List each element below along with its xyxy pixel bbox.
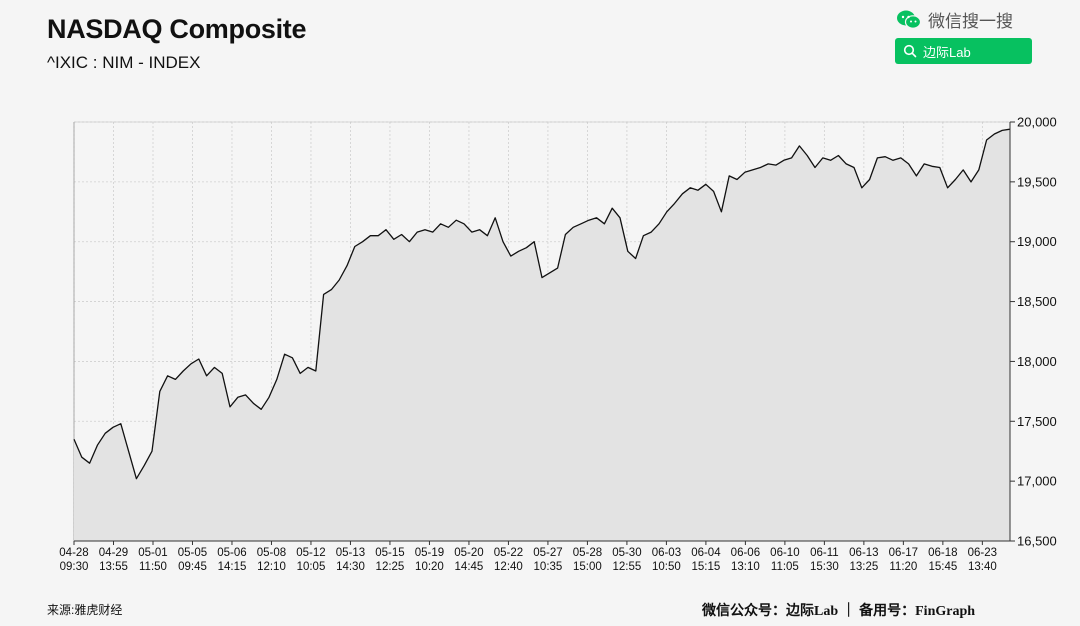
x-tick-label-time: 13:10 [731,561,760,573]
y-tick-label: 17,000 [1017,474,1057,489]
wechat-search-label[interactable]: 微信搜一搜 [896,7,1013,32]
x-tick-label-time: 10:05 [297,561,326,573]
x-tick-label-time: 09:30 [60,561,89,573]
x-tick-label-time: 10:50 [652,561,681,573]
y-tick-label: 20,000 [1017,115,1057,130]
y-tick-label: 16,500 [1017,534,1057,549]
chart-title: NASDAQ Composite [47,14,307,44]
x-tick-label-date: 06-11 [810,547,839,559]
x-tick-label-time: 12:40 [494,561,523,573]
y-tick-label: 17,500 [1017,414,1057,429]
x-tick-label-time: 11:05 [771,561,799,573]
x-tick-label-date: 04-29 [99,547,128,559]
x-tick-label-date: 06-04 [691,547,721,559]
x-tick-label-date: 06-10 [770,547,799,559]
x-tick-label-date: 05-19 [415,547,444,559]
x-tick-label-date: 05-27 [533,547,562,559]
x-tick-label-time: 10:20 [415,561,444,573]
x-tick-label-time: 15:45 [928,561,957,573]
x-tick-label-date: 05-06 [217,547,246,559]
y-tick-label: 18,500 [1017,294,1057,309]
wechat-search-button-label: 边际Lab [923,44,971,60]
x-tick-label-date: 06-23 [968,547,997,559]
x-tick-label-time: 13:40 [968,561,997,573]
x-tick-label-time: 15:30 [810,561,839,573]
x-tick-label-date: 05-13 [336,547,365,559]
x-tick-label-time: 12:25 [376,561,405,573]
y-axis: 16,500 17,000 17,500 18,000 18,500 19,000 19,5… [1009,115,1057,549]
x-axis: 04-28 09:30 04-29 13:55 05-01 11:50 05-05 09:45… [59,540,1010,573]
x-tick-label-time: 10:35 [534,561,563,573]
x-tick-label-date: 05-15 [375,547,404,559]
x-tick-label-date: 05-05 [178,547,207,559]
x-tick-label-time: 13:25 [849,561,878,573]
footer-source: 来源:雅虎财经 [47,603,123,617]
wechat-search-text: 微信搜一搜 [928,12,1013,31]
x-tick-label-time: 14:30 [336,561,365,573]
x-tick-label-date: 05-20 [454,547,483,559]
y-tick-label: 18,000 [1017,354,1057,369]
x-tick-label-time: 12:55 [613,561,642,573]
wechat-search-button[interactable]: 边际Lab [895,38,1032,64]
wechat-icon [897,10,922,29]
series-line [73,128,1011,480]
y-tick-label: 19,500 [1017,174,1057,189]
x-tick-label-date: 06-03 [652,547,681,559]
series-area-fill [74,129,1010,541]
x-tick-label-time: 15:15 [692,561,721,573]
x-tick-label-date: 05-12 [296,547,325,559]
chart-area [73,128,1011,541]
x-tick-label-date: 05-22 [494,547,523,559]
x-tick-label-date: 05-08 [257,547,286,559]
y-tick-label: 19,000 [1017,234,1057,249]
x-tick-label-time: 15:00 [573,561,602,573]
x-tick-label-date: 05-30 [612,547,641,559]
x-tick-label-date: 06-13 [849,547,878,559]
x-tick-label-time: 14:15 [218,561,247,573]
x-tick-label-time: 12:10 [257,561,286,573]
x-tick-label-time: 09:45 [178,561,207,573]
footer-credit: 微信公众号：边际Lab ｜ 备用号：FinGraph [702,604,976,619]
nasdaq-area-chart: 16,500 17,000 17,500 18,000 18,500 19,000 19,5… [59,115,1057,574]
x-tick-label-time: 11:20 [889,561,917,573]
x-tick-label-time: 11:50 [139,561,167,573]
x-tick-label-date: 06-18 [928,547,957,559]
x-tick-label-date: 06-17 [889,547,918,559]
search-icon [903,44,917,58]
x-tick-label-date: 05-01 [138,547,167,559]
x-tick-label-time: 13:55 [99,561,128,573]
x-tick-label-date: 04-28 [59,547,88,559]
x-tick-label-date: 06-06 [731,547,760,559]
x-tick-label-date: 05-28 [573,547,602,559]
x-tick-label-time: 14:45 [455,561,484,573]
chart-subtitle: ^IXIC : NIM - INDEX [47,53,201,72]
